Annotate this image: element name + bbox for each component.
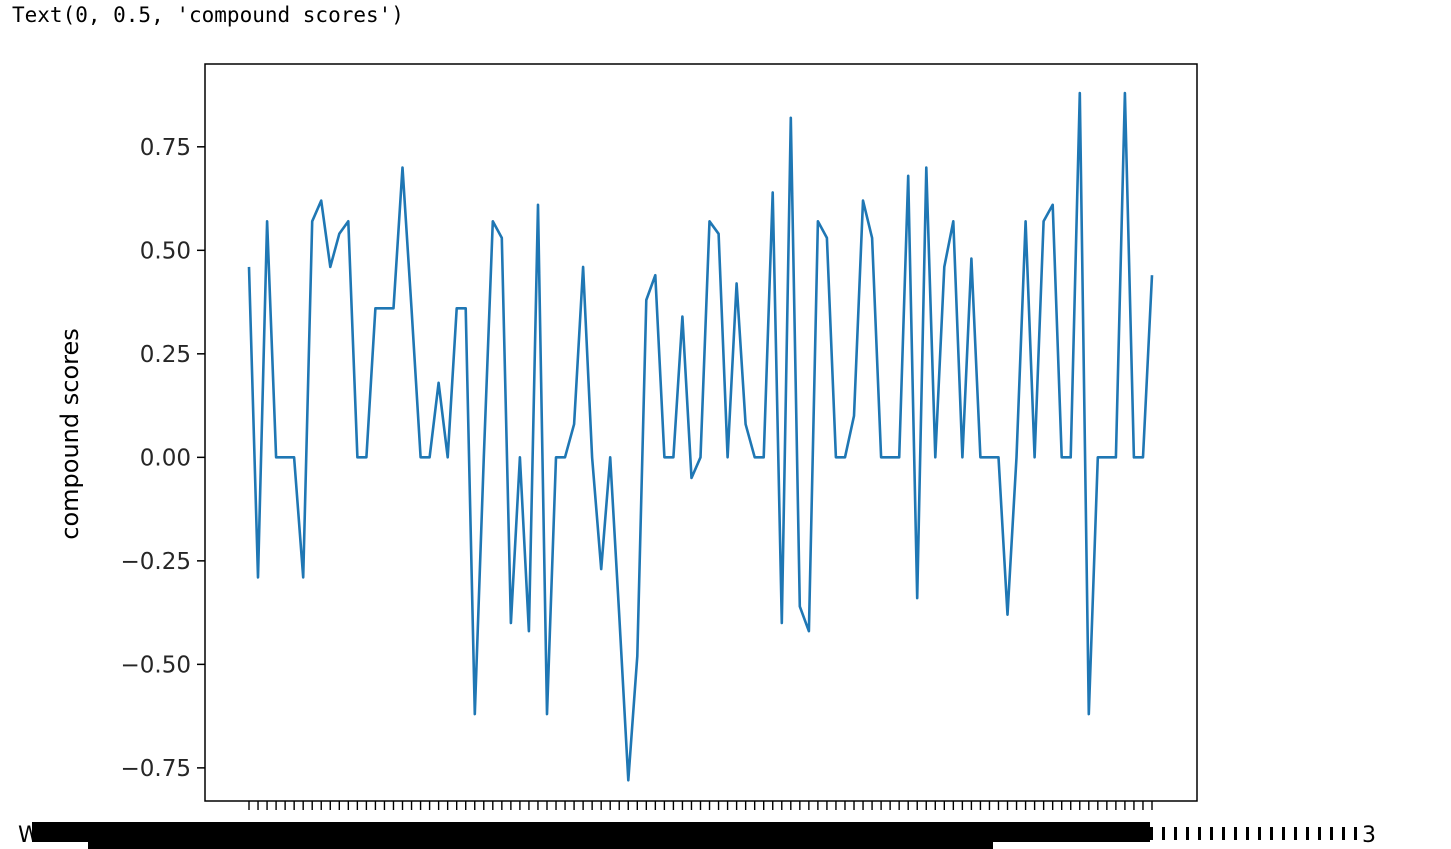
x-tick-label-sliver (1198, 827, 1201, 840)
x-tick-label-sliver (1234, 827, 1237, 840)
x-tick-label-fragment-right: 3 (1362, 823, 1376, 848)
series-group (247, 91, 1154, 782)
y-axis: −0.75 −0.50 −0.25 0.00 0.25 0.50 0.75 (121, 135, 205, 782)
series-line (247, 91, 1154, 782)
y-tick-label: −0.75 (121, 756, 191, 782)
x-tick-label-sliver (1222, 827, 1225, 840)
x-tick-label-sliver (1186, 827, 1189, 840)
x-tick-label-sliver (1330, 827, 1333, 840)
x-tick-label-sliver (1174, 827, 1177, 840)
y-axis-title: compound scores (56, 328, 84, 539)
x-tick-label-band (32, 822, 1150, 842)
x-tick-label-sliver (1306, 827, 1309, 840)
x-tick-label-sliver (1294, 827, 1297, 840)
x-tick-label-fragment-left: W (18, 823, 40, 848)
x-tick-label-sliver (1282, 827, 1285, 840)
x-tick-label-sliver (1210, 827, 1213, 840)
y-tick-label: −0.25 (121, 549, 191, 575)
x-tick-label-sliver (1246, 827, 1249, 840)
y-tick-label: 0.75 (140, 135, 191, 161)
x-tick-label-descenders (88, 840, 993, 849)
x-tick-label-sliver (1150, 827, 1153, 840)
x-tick-label-sliver (1270, 827, 1273, 840)
y-tick-label: 0.00 (140, 445, 191, 471)
x-axis (248, 801, 1153, 810)
x-tick-label-sliver (1162, 827, 1165, 840)
cell-output-text: Text(0, 0.5, 'compound scores') (12, 3, 404, 27)
y-tick-label: −0.50 (121, 652, 191, 678)
x-tick-label-sliver (1318, 827, 1321, 840)
y-tick-label: 0.25 (140, 342, 191, 368)
x-tick-label-sliver (1258, 827, 1261, 840)
y-tick-label: 0.50 (140, 238, 191, 264)
x-tick-label-sliver (1354, 827, 1357, 840)
x-tick-label-sliver (1342, 827, 1345, 840)
